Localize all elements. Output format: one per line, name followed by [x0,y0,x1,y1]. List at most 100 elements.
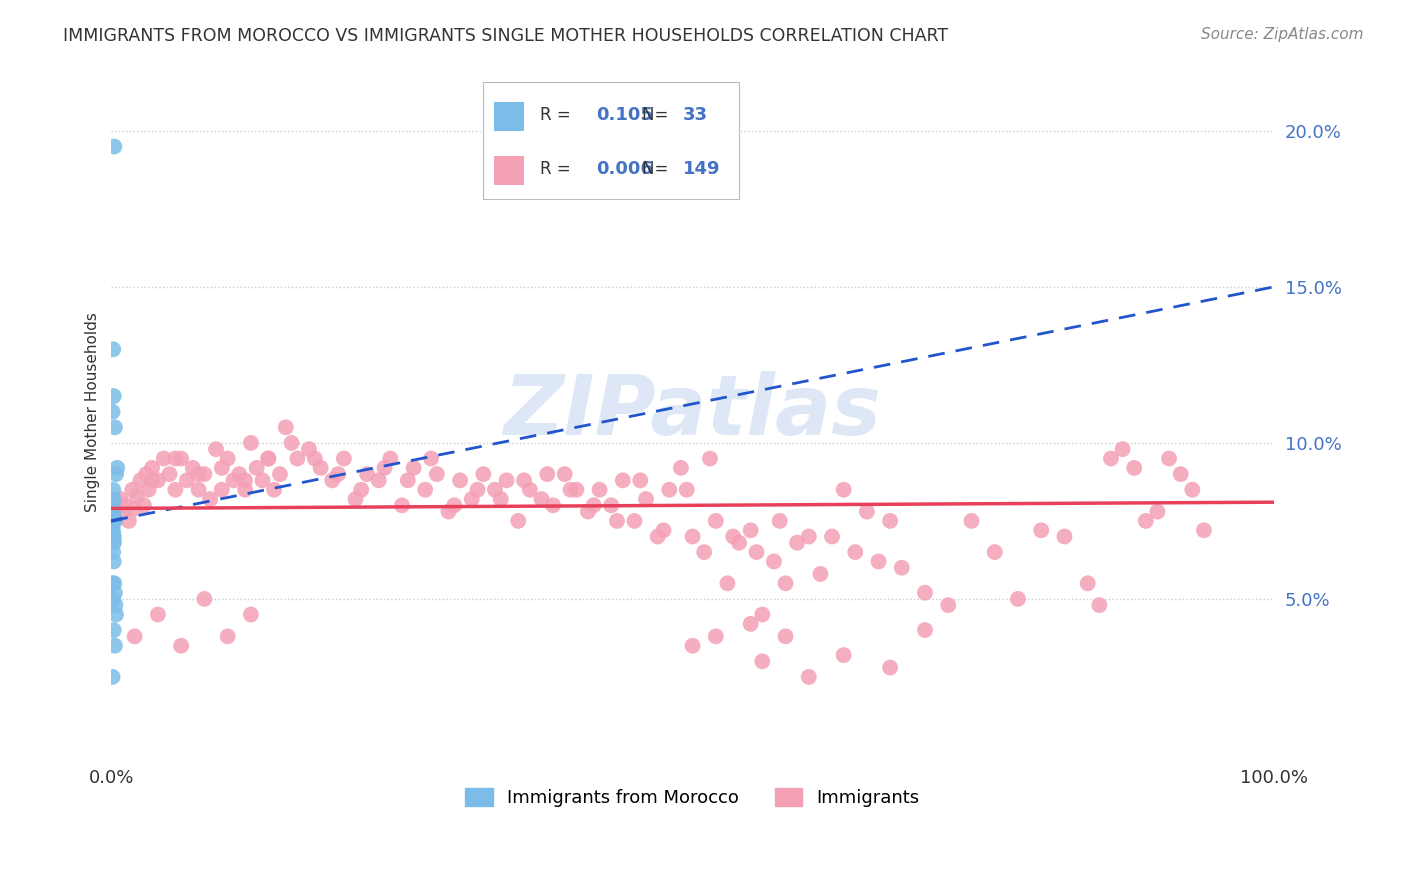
Point [101,483,124,497]
Point [103,139,125,153]
Point [101,591,124,606]
Point [114,498,136,512]
Point [287,451,309,466]
Point [211,483,233,497]
Point [105,461,128,475]
Y-axis label: Single Mother Households: Single Mother Households [86,312,100,512]
Point [682,639,704,653]
Point [606,514,628,528]
Point [309,461,332,475]
Point [159,467,181,482]
Point [141,461,163,475]
Point [217,629,239,643]
Text: Source: ZipAtlas.com: Source: ZipAtlas.com [1201,27,1364,42]
Point [983,545,1005,559]
Point [832,483,855,497]
Point [716,576,738,591]
Point [914,623,936,637]
Point [217,451,239,466]
Point [326,467,349,482]
Point [762,554,785,568]
Point [1077,576,1099,591]
Point [193,591,215,606]
Point [1170,467,1192,482]
Point [936,598,959,612]
Point [1088,598,1111,612]
Point [103,533,125,547]
Point [647,529,669,543]
Point [530,491,553,506]
Point [426,467,449,482]
Point [110,491,132,506]
Point [104,598,127,612]
Point [132,498,155,512]
Point [246,461,269,475]
Point [112,504,135,518]
Point [257,451,280,466]
Point [103,576,125,591]
Point [165,483,187,497]
Point [675,483,697,497]
Point [868,554,890,568]
Point [146,607,169,622]
Point [165,451,187,466]
Point [101,526,124,541]
Text: IMMIGRANTS FROM MOROCCO VS IMMIGRANTS SINGLE MOTHER HOUSEHOLDS CORRELATION CHART: IMMIGRANTS FROM MOROCCO VS IMMIGRANTS SI… [63,27,949,45]
Point [634,491,657,506]
Point [554,467,576,482]
Point [960,514,983,528]
Point [141,474,163,488]
Point [103,491,125,506]
Point [101,576,124,591]
Point [344,491,367,506]
Point [211,461,233,475]
Point [152,451,174,466]
Point [321,474,343,488]
Point [103,535,125,549]
Point [508,514,530,528]
Point [513,474,536,488]
Point [233,474,256,488]
Point [396,474,419,488]
Point [187,483,209,497]
Point [786,535,808,549]
Point [105,607,128,622]
Point [1135,514,1157,528]
Point [135,467,157,482]
Point [103,508,125,522]
Point [104,514,127,528]
Point [101,504,124,518]
Point [1053,529,1076,543]
Point [745,545,768,559]
Point [298,442,321,457]
Point [304,451,326,466]
Point [269,467,291,482]
Point [391,498,413,512]
Point [228,467,250,482]
Point [176,474,198,488]
Point [489,491,512,506]
Point [1181,483,1204,497]
Point [740,523,762,537]
Point [181,461,204,475]
Point [437,504,460,518]
Point [832,648,855,662]
Point [121,483,143,497]
Legend: Immigrants from Morocco, Immigrants: Immigrants from Morocco, Immigrants [458,780,927,814]
Point [101,520,124,534]
Point [233,483,256,497]
Point [669,461,692,475]
Point [612,474,634,488]
Point [124,501,146,516]
Point [101,405,124,419]
Text: ZIPatlas: ZIPatlas [503,371,882,452]
Point [519,483,541,497]
Point [1007,591,1029,606]
Point [1111,442,1133,457]
Point [704,629,727,643]
Point [588,483,610,497]
Point [103,623,125,637]
Point [333,451,356,466]
Point [1031,523,1053,537]
Point [890,560,912,574]
